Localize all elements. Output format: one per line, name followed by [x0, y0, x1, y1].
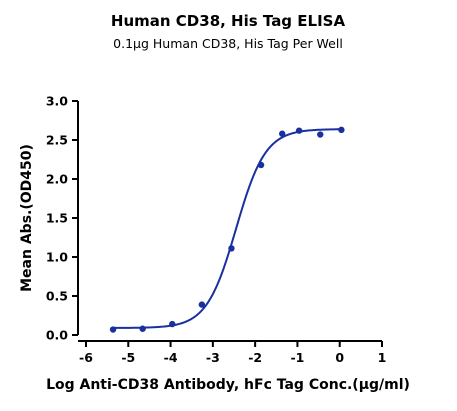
x-ticks: -6 -5 -4 -3 -2 -1 0 1: [79, 341, 386, 365]
x-axis-title: Log Anti-CD38 Antibody, hFc Tag Conc.(µg…: [46, 377, 410, 393]
y-tick-label: 0.5: [46, 289, 68, 304]
data-point: [109, 326, 117, 333]
data-points: [109, 126, 345, 333]
x-tick-label: 0: [335, 350, 344, 365]
x-tick-label: -5: [121, 350, 135, 365]
data-point: [169, 320, 176, 328]
x-tick-label: 1: [378, 350, 387, 365]
y-ticks: 0.0 0.5 1.0 1.5 2.0 2.5 3.0: [46, 94, 78, 343]
y-tick-label: 1.5: [46, 211, 68, 226]
plot-area: 0.0 0.5 1.0 1.5 2.0 2.5 3.0 -6 -5 -4 -3 -2 -1 0 1: [46, 94, 387, 366]
x-tick-label: -6: [79, 350, 93, 365]
x-tick-label: -2: [248, 350, 262, 365]
data-point: [317, 131, 324, 138]
data-point: [139, 325, 146, 332]
y-tick-label: 0.0: [46, 328, 68, 343]
chart-title: Human CD38, His Tag ELISA: [111, 12, 346, 30]
data-point: [279, 130, 286, 137]
data-point: [198, 301, 206, 308]
x-tick-label: -3: [206, 350, 220, 365]
data-point: [295, 127, 303, 134]
y-tick-label: 2.0: [46, 172, 68, 187]
chart-subtitle: 0.1µg Human CD38, His Tag Per Well: [113, 36, 343, 51]
data-point: [338, 126, 345, 134]
x-tick-label: -1: [290, 350, 304, 365]
y-axis-title: Mean Abs.(OD450): [19, 144, 35, 292]
fit-curve: [113, 128, 342, 329]
data-point: [257, 161, 265, 169]
x-tick-label: -4: [164, 350, 178, 365]
data-point: [228, 245, 235, 252]
y-tick-label: 1.0: [46, 250, 68, 265]
y-tick-label: 3.0: [46, 94, 68, 109]
y-tick-label: 2.5: [46, 133, 68, 148]
